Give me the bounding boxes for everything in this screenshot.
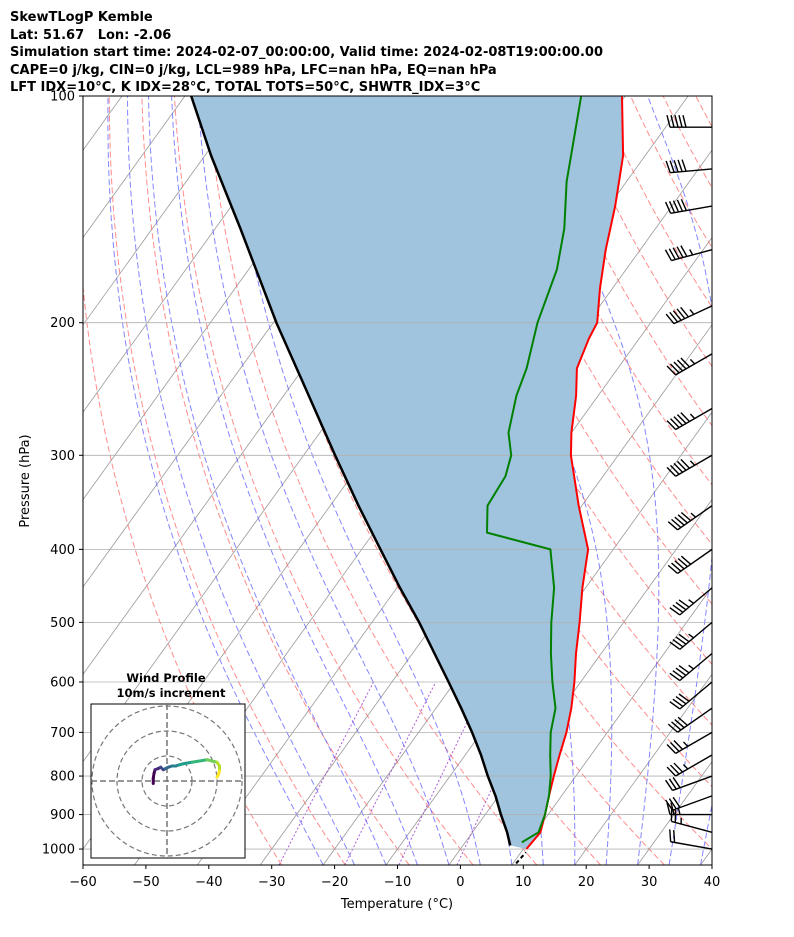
mixing-ratio-line: [344, 681, 437, 865]
wind-barb: [667, 505, 713, 531]
temperature-profile-line: [525, 96, 625, 850]
wind-barb: [665, 159, 713, 174]
station-title: SkewTLogP Kemble: [10, 10, 153, 25]
x-tick-label: −10: [384, 875, 411, 890]
dry-adiabat: [695, 96, 712, 128]
wind-barb: [669, 681, 713, 710]
moist-adiabat: [107, 96, 324, 865]
x-tick-label: −60: [69, 875, 96, 890]
dry-adiabat: [173, 96, 474, 865]
wind-barb: [669, 829, 713, 850]
cape-shading: [191, 96, 624, 849]
isotherm-line: [83, 96, 312, 413]
cin-cape-fill: [191, 96, 624, 849]
wind-barb: [666, 115, 712, 128]
x-axis-label: Temperature (°C): [340, 897, 453, 912]
wind-barb: [669, 621, 713, 650]
wind-barb: [665, 305, 713, 325]
x-tick-label: −50: [132, 875, 159, 890]
dry-adiabat: [108, 96, 346, 865]
wind-barb: [666, 731, 713, 755]
y-axis-label: Pressure (hPa): [18, 434, 33, 527]
y-tick-label: 600: [50, 675, 75, 690]
dry-adiabat: [83, 281, 283, 865]
moist-adiabat: [127, 96, 356, 865]
stability-indices-1: CAPE=0 j/kg, CIN=0 j/kg, LCL=989 hPa, LF…: [10, 62, 497, 78]
wind-barb: [669, 652, 713, 682]
dry-adiabat: [499, 96, 712, 486]
moist-adiabat: [524, 96, 660, 865]
wind-barb: [666, 353, 713, 376]
dry-adiabat: [597, 96, 712, 309]
y-axis-ticks: 1000 900 800 700 600 500 400 300 200 100: [42, 90, 83, 858]
y-tick-label: 500: [50, 616, 75, 631]
x-tick-label: 20: [578, 875, 595, 890]
wind-barb: [666, 754, 713, 777]
isotherm-line: [637, 760, 712, 865]
moist-adiabat: [197, 96, 450, 865]
isotherm-line: [574, 673, 712, 865]
hodograph-inset: Wind Profile 10m/s increment: [90, 671, 246, 859]
isotherm-line: [322, 324, 712, 865]
y-tick-label: 800: [50, 770, 75, 785]
x-tick-label: −20: [321, 875, 348, 890]
wind-barb: [666, 407, 713, 431]
y-tick-label: 100: [50, 90, 75, 105]
x-tick-label: −30: [258, 875, 285, 890]
wind-barb: [665, 775, 713, 792]
wind-barb: [665, 795, 713, 811]
stability-indices-2: LFT IDX=10°C, K IDX=28°C, TOTAL TOTS=50°…: [10, 80, 481, 95]
simulation-times: Simulation start time: 2024-02-07_00:00:…: [10, 45, 603, 60]
moist-adiabat: [647, 96, 712, 865]
isotherm-line: [83, 96, 186, 239]
hodograph-title: Wind Profile: [126, 671, 206, 685]
wind-barb: [670, 809, 713, 833]
wind-barb: [667, 707, 713, 733]
x-tick-label: 0: [456, 875, 464, 890]
wind-barb: [669, 587, 713, 616]
isotherm-line: [83, 96, 249, 326]
wind-barb: [666, 454, 713, 477]
x-tick-label: 30: [641, 875, 658, 890]
moist-adiabat: [700, 802, 712, 865]
dry-adiabat: [141, 96, 410, 865]
wind-barb: [666, 802, 712, 816]
wind-barb: [664, 245, 713, 262]
isotherm-line: [700, 848, 712, 865]
parcel-profile-line: [190, 96, 512, 846]
surface-marker: [515, 851, 527, 865]
y-tick-label: 200: [50, 316, 75, 331]
hodograph-segment: [215, 773, 220, 779]
moist-adiabat: [227, 96, 481, 865]
mixing-ratio-line: [278, 681, 375, 865]
dry-adiabat: [728, 96, 794, 865]
dry-adiabat: [467, 96, 712, 546]
dry-adiabat: [206, 96, 538, 865]
x-tick-label: 40: [704, 875, 721, 890]
x-tick-label: −40: [195, 875, 222, 890]
wind-barbs: [664, 115, 713, 850]
wind-barb: [667, 548, 713, 575]
wind-barb: [664, 198, 713, 215]
y-tick-label: 400: [50, 543, 75, 558]
station-location: Lat: 51.67 Lon: -2.06: [10, 27, 172, 43]
isotherm-line: [511, 586, 712, 865]
y-tick-label: 700: [50, 726, 75, 741]
moist-adiabat: [148, 96, 387, 865]
y-tick-label: 1000: [42, 843, 75, 858]
dry-adiabat: [761, 96, 794, 865]
moist-adiabat: [171, 96, 418, 865]
y-tick-label: 300: [50, 449, 75, 464]
x-tick-label: 10: [515, 875, 532, 890]
x-axis-ticks: −60 −50 −40 −30 −20 −10 0 10 20 30 40: [69, 865, 720, 890]
chart-header: SkewTLogP Kemble Lat: 51.67 Lon: -2.06 S…: [10, 9, 603, 97]
y-tick-label: 900: [50, 808, 75, 823]
dewpoint-profile-line: [486, 96, 583, 844]
hodograph-subtitle: 10m/s increment: [117, 686, 226, 700]
profiles: [190, 96, 625, 865]
